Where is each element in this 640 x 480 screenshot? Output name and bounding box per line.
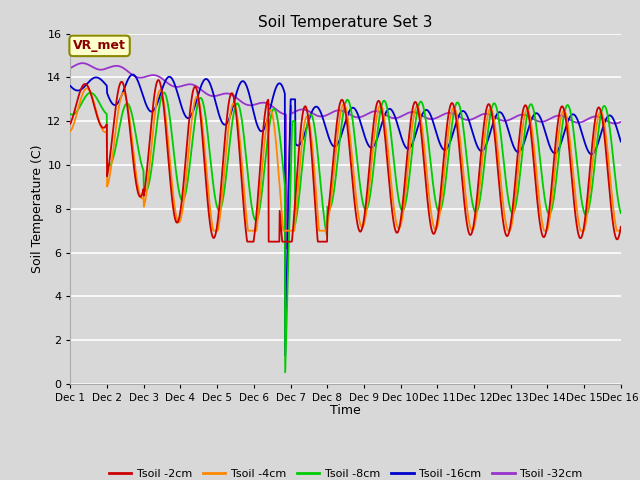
Title: Soil Temperature Set 3: Soil Temperature Set 3: [259, 15, 433, 30]
X-axis label: Time: Time: [330, 405, 361, 418]
Text: VR_met: VR_met: [73, 39, 126, 52]
Legend: Tsoil -2cm, Tsoil -4cm, Tsoil -8cm, Tsoil -16cm, Tsoil -32cm: Tsoil -2cm, Tsoil -4cm, Tsoil -8cm, Tsoi…: [104, 465, 587, 480]
Y-axis label: Soil Temperature (C): Soil Temperature (C): [31, 144, 44, 273]
